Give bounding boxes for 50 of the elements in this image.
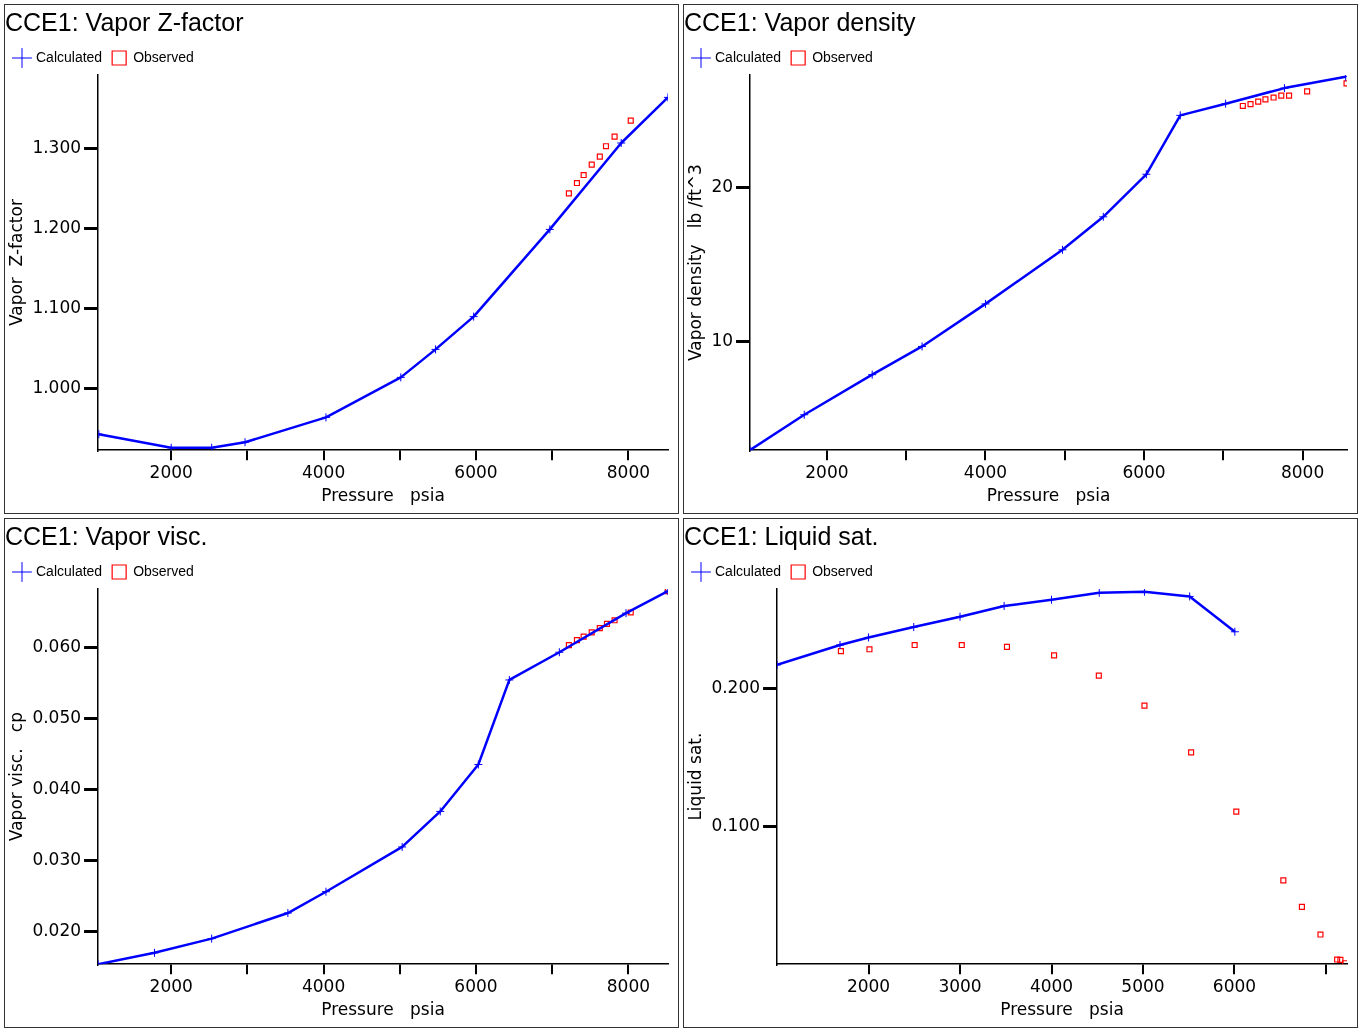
x-tick-label: 6000 — [1212, 975, 1257, 996]
y-tick-label: 0.060 — [32, 635, 82, 656]
chart-title: CCE1: Vapor density — [684, 7, 917, 36]
x-tick-label: 4000 — [301, 975, 346, 996]
y-tick-label: 1.300 — [32, 137, 82, 158]
x-tick-label: 6000 — [454, 461, 498, 482]
y-axis-title: Vapor density lb /ft^3 — [684, 164, 705, 362]
y-tick-label: 10 — [711, 330, 734, 351]
x-tick-label: 2000 — [149, 975, 193, 996]
legend-label: Observed — [133, 562, 194, 579]
chart-title: CCE1: Vapor Z-factor — [5, 7, 244, 36]
y-axis-title: Liquid sat. — [684, 732, 705, 821]
legend-label: Calculated — [715, 48, 782, 65]
x-axis-title: Pressure psia — [986, 485, 1111, 506]
y-tick-label: 1.100 — [32, 297, 82, 318]
y-axis-title: Vapor visc. cp — [5, 712, 26, 842]
x-tick-label: 2000 — [805, 461, 849, 482]
x-axis-title: Pressure psia — [1000, 999, 1124, 1020]
legend-label: Calculated — [715, 562, 782, 579]
x-tick-label: 8000 — [1280, 461, 1325, 482]
x-tick-label: 2000 — [846, 975, 891, 996]
y-tick-label: 20 — [711, 175, 734, 196]
legend-label: Observed — [812, 562, 873, 579]
x-axis-title: Pressure psia — [321, 999, 445, 1020]
legend-label: Calculated — [36, 48, 103, 65]
y-tick-label: 0.040 — [32, 777, 82, 798]
y-tick-label: 0.100 — [711, 814, 761, 835]
legend-label: Observed — [133, 48, 194, 65]
x-tick-label: 6000 — [1122, 461, 1166, 482]
y-axis-title: Vapor Z-factor — [5, 199, 26, 327]
chart-title: CCE1: Liquid sat. — [684, 521, 879, 550]
x-tick-label: 4000 — [963, 461, 1008, 482]
x-axis-title: Pressure psia — [321, 485, 445, 506]
y-tick-label: 0.030 — [32, 848, 82, 869]
x-tick-label: 8000 — [606, 461, 651, 482]
y-tick-label: 0.200 — [711, 676, 761, 697]
x-tick-label: 4000 — [301, 461, 346, 482]
y-tick-label: 0.020 — [32, 919, 82, 940]
chart-title: CCE1: Vapor visc. — [5, 521, 208, 550]
legend-label: Calculated — [36, 562, 103, 579]
x-tick-label: 8000 — [606, 975, 651, 996]
x-tick-label: 2000 — [149, 461, 193, 482]
y-tick-label: 1.000 — [32, 377, 82, 398]
x-tick-label: 5000 — [1121, 975, 1165, 996]
x-tick-label: 6000 — [454, 975, 498, 996]
y-tick-label: 1.200 — [32, 217, 82, 238]
legend-label: Observed — [812, 48, 873, 65]
x-tick-label: 3000 — [938, 975, 982, 996]
y-tick-label: 0.050 — [32, 706, 82, 727]
x-tick-label: 4000 — [1029, 975, 1074, 996]
